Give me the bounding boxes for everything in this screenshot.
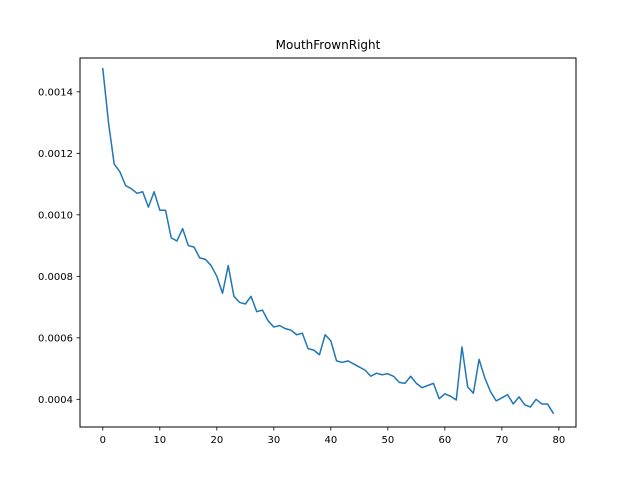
series-line-0 bbox=[101, 67, 555, 415]
y-tick-label-2: 0.0008 bbox=[38, 272, 73, 283]
axes-frame bbox=[79, 57, 577, 428]
x-tick-label-0: 0 bbox=[100, 435, 106, 446]
y-tick-label-4: 0.0012 bbox=[38, 149, 73, 160]
x-tick-label-1: 10 bbox=[153, 435, 166, 446]
y-tick-label-3: 0.0010 bbox=[38, 210, 73, 221]
chart-title: MouthFrownRight bbox=[276, 38, 381, 52]
plot-area bbox=[101, 67, 555, 415]
x-tick-label-6: 60 bbox=[439, 435, 452, 446]
y-tick-label-0: 0.0004 bbox=[38, 395, 73, 406]
x-tick-label-8: 80 bbox=[553, 435, 566, 446]
y-tick-label-1: 0.0006 bbox=[38, 333, 73, 344]
y-tick-label-5: 0.0014 bbox=[38, 87, 73, 98]
x-tick-label-2: 20 bbox=[210, 435, 223, 446]
x-tick-label-4: 40 bbox=[324, 435, 337, 446]
x-tick-label-7: 70 bbox=[496, 435, 509, 446]
x-tick-label-3: 30 bbox=[267, 435, 280, 446]
x-tick-label-5: 50 bbox=[381, 435, 394, 446]
